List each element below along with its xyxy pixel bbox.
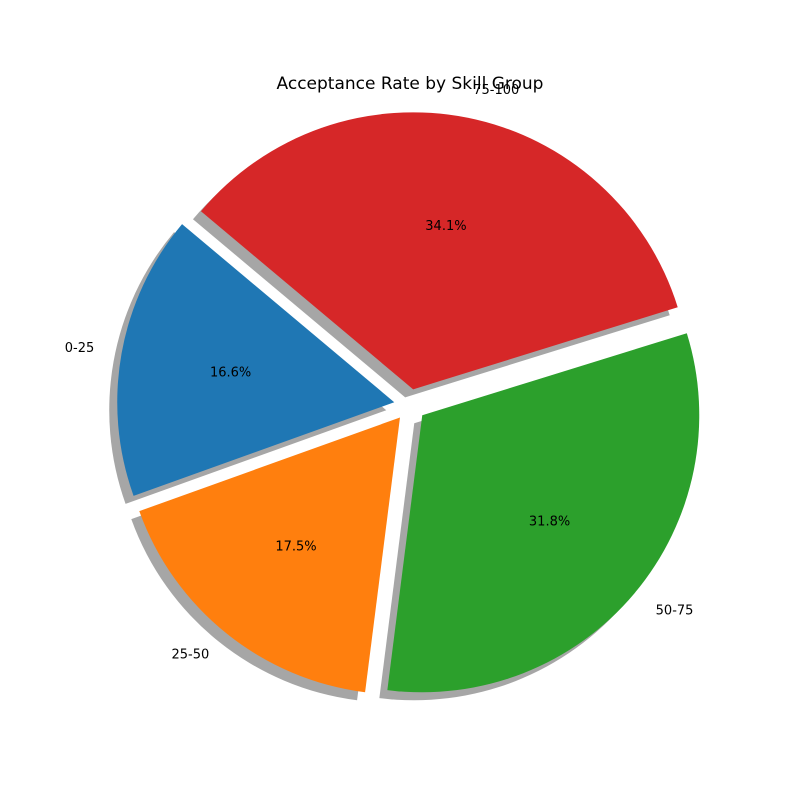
labels: 0-25 16.6% 25-50 17.5% 50-75 31.8% 75-100 34.1% [65, 83, 694, 663]
slice-label-0-25: 0-25 [65, 341, 95, 356]
chart-title: Acceptance Rate by Skill Group [277, 74, 544, 94]
percent-label-0-25: 16.6% [210, 365, 251, 380]
slice-label-25-50: 25-50 [172, 648, 210, 663]
percent-label-25-50: 17.5% [275, 540, 316, 555]
slice-25-50 [139, 417, 400, 693]
percent-label-75-100: 34.1% [425, 219, 466, 234]
slices [117, 112, 700, 693]
slice-label-75-100: 75-100 [473, 83, 519, 98]
slice-label-50-75: 50-75 [656, 604, 694, 619]
slice-50-75 [387, 333, 700, 693]
slice-0-25 [117, 224, 395, 496]
percent-label-50-75: 31.8% [529, 515, 570, 530]
slice-75-100 [200, 112, 678, 390]
